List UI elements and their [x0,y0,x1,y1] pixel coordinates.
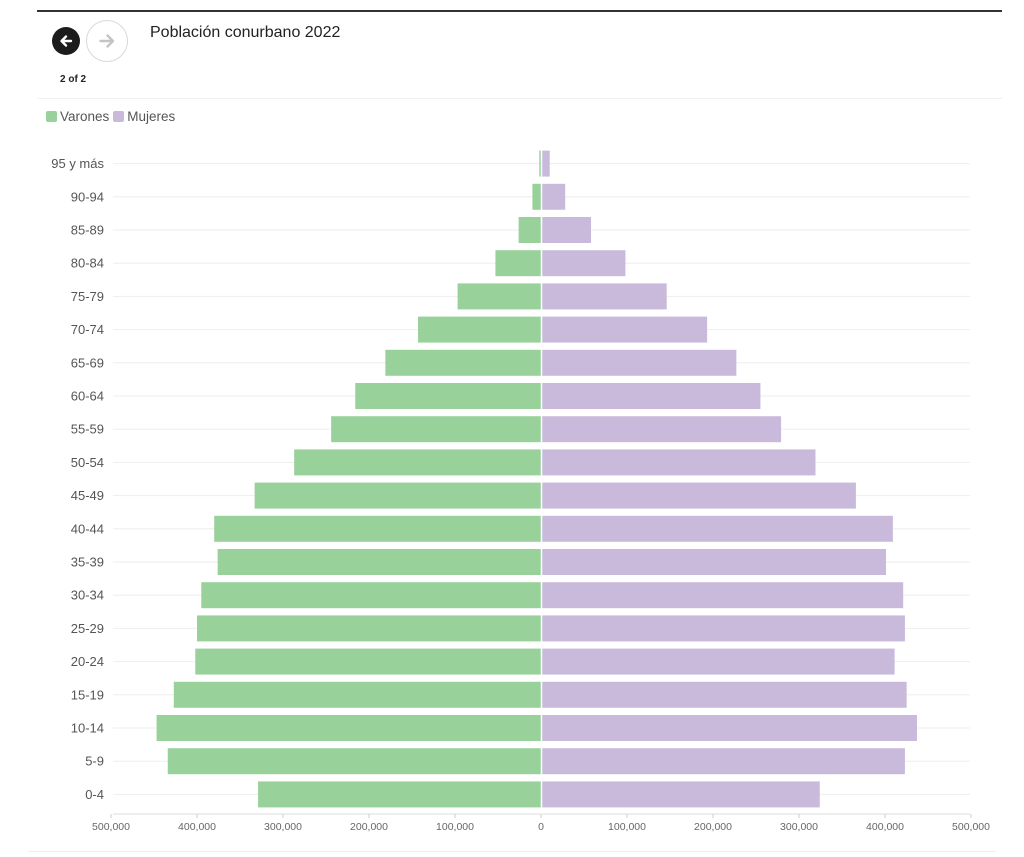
bar-mujeres[interactable] [542,416,782,443]
y-tick-label: 45-49 [71,488,104,503]
bar-mujeres[interactable] [542,715,917,741]
bar-varones[interactable] [156,715,541,741]
legend-label-varones: Varones [60,109,110,124]
bar-mujeres[interactable] [542,615,905,642]
bar-mujeres[interactable] [542,748,905,775]
y-tick-label: 55-59 [71,422,104,437]
bar-mujeres[interactable] [542,250,626,277]
legend-label-mujeres: Mujeres [127,109,176,124]
y-tick-label: 25-29 [71,621,104,636]
bar-varones[interactable] [197,615,541,642]
page-indicator: 2 of 2 [60,74,87,85]
x-tick-label: 300,000 [264,821,302,833]
axis-labels: 95 y más 90-94 85-89 80-84 75-79 70-74 65-69 60… [51,156,990,833]
page-title: Población conurbano 2022 [150,24,341,41]
bar-varones[interactable] [167,748,541,775]
x-tick-label: 400,000 [178,821,216,833]
legend-item-varones[interactable]: Varones [46,109,109,124]
bar-mujeres[interactable] [542,349,737,376]
bar-mujeres[interactable] [542,781,820,808]
y-tick-label: 5-9 [85,754,104,769]
bar-varones[interactable] [418,316,541,343]
legend-item-mujeres[interactable]: Mujeres [113,109,175,124]
y-tick-label: 95 y más [51,156,104,171]
bar-mujeres[interactable] [542,283,667,310]
x-tick-label: 300,000 [780,821,818,833]
x-tick-label: 500,000 [92,821,130,833]
y-tick-label: 0-4 [85,787,104,802]
bar-mujeres[interactable] [542,217,592,243]
legend-swatch-mujeres [113,111,125,122]
bar-varones[interactable] [539,150,541,177]
bar-mujeres[interactable] [542,383,761,409]
bar-varones[interactable] [201,582,542,609]
y-tick-label: 50-54 [71,455,104,470]
bar-varones[interactable] [195,648,541,675]
bar-varones[interactable] [254,482,541,509]
x-tick-label: 400,000 [866,821,904,833]
y-tick-label: 60-64 [71,389,104,404]
legend-swatch-varones [46,111,57,122]
next-button[interactable] [86,20,128,62]
bar-varones[interactable] [457,283,541,310]
bar-mujeres[interactable] [542,681,907,708]
bar-mujeres[interactable] [542,582,904,609]
story-navigation: 2 of 2 [50,20,135,92]
bar-mujeres[interactable] [542,150,550,177]
x-tick-label: 100,000 [436,821,474,833]
y-tick-label: 30-34 [71,588,104,603]
bar-varones[interactable] [217,549,541,575]
bar-mujeres[interactable] [542,515,893,542]
header-divider [37,98,1002,99]
x-tick-label: 200,000 [694,821,732,833]
x-tick-label: 200,000 [350,821,388,833]
bars [156,147,917,814]
bar-mujeres[interactable] [542,482,856,509]
arrow-left-icon [60,35,73,47]
bar-mujeres[interactable] [542,549,886,575]
y-tick-label: 35-39 [71,555,104,570]
y-tick-label: 15-19 [71,687,104,702]
bar-mujeres[interactable] [542,449,816,476]
bar-varones[interactable] [385,349,541,376]
x-tick-label: 0 [538,821,544,833]
bar-varones[interactable] [518,217,541,243]
x-tick-label: 100,000 [608,821,646,833]
bar-varones[interactable] [355,383,541,409]
x-tick-label: 500,000 [952,821,990,833]
bottom-rule [28,851,996,852]
y-tick-label: 75-79 [71,289,104,304]
bar-varones[interactable] [532,183,541,210]
bar-varones[interactable] [173,681,541,708]
bar-mujeres[interactable] [542,648,895,675]
bar-varones[interactable] [258,781,541,808]
y-tick-label: 85-89 [71,223,104,238]
y-tick-label: 20-24 [71,654,104,669]
y-tick-label: 90-94 [71,189,104,204]
arrow-right-icon [99,34,115,48]
bar-mujeres[interactable] [542,183,566,210]
y-tick-label: 70-74 [71,322,104,337]
bar-varones[interactable] [214,515,541,542]
bar-varones[interactable] [495,250,541,277]
previous-button[interactable] [52,27,80,55]
y-tick-label: 40-44 [71,521,104,536]
bar-varones[interactable] [331,416,541,443]
bar-mujeres[interactable] [542,316,708,343]
chart-legend: Varones Mujeres [46,109,179,124]
y-tick-label: 80-84 [71,256,104,271]
y-tick-label: 65-69 [71,355,104,370]
bar-varones[interactable] [294,449,541,476]
top-rule [37,10,1002,12]
y-tick-label: 10-14 [71,721,104,736]
